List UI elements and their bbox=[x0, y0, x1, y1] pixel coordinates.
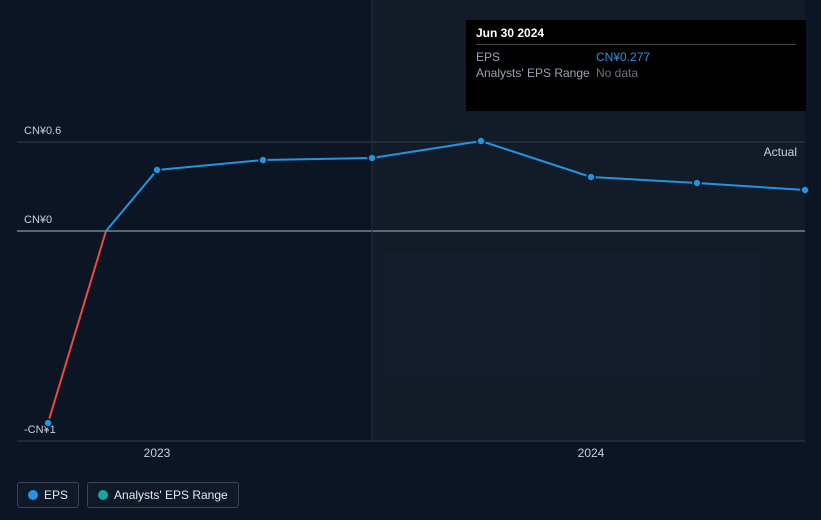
legend-swatch-icon bbox=[98, 490, 108, 500]
tooltip-row-range: Analysts' EPS Range No data bbox=[476, 65, 796, 81]
chart-tooltip: Jun 30 2024 EPS CN¥0.277 Analysts' EPS R… bbox=[466, 20, 806, 111]
legend-label: EPS bbox=[44, 488, 68, 502]
legend-label: Analysts' EPS Range bbox=[114, 488, 228, 502]
tooltip-value: No data bbox=[596, 66, 638, 80]
svg-text:CN¥0: CN¥0 bbox=[24, 214, 52, 226]
legend-swatch-icon bbox=[28, 490, 38, 500]
tooltip-label: Analysts' EPS Range bbox=[476, 66, 596, 80]
svg-text:2024: 2024 bbox=[578, 446, 605, 460]
tooltip-label: EPS bbox=[476, 50, 596, 64]
legend-item-eps[interactable]: EPS bbox=[17, 482, 79, 508]
chart-legend: EPS Analysts' EPS Range bbox=[17, 482, 239, 508]
tooltip-date: Jun 30 2024 bbox=[476, 26, 796, 45]
legend-item-range[interactable]: Analysts' EPS Range bbox=[87, 482, 239, 508]
svg-text:Actual: Actual bbox=[764, 145, 797, 159]
tooltip-row-eps: EPS CN¥0.277 bbox=[476, 49, 796, 65]
svg-text:2023: 2023 bbox=[144, 446, 171, 460]
svg-text:CN¥0.6: CN¥0.6 bbox=[24, 125, 61, 137]
tooltip-value: CN¥0.277 bbox=[596, 50, 650, 64]
eps-chart: CN¥0.6CN¥0-CN¥120232024Actual Jun 30 202… bbox=[0, 0, 821, 520]
